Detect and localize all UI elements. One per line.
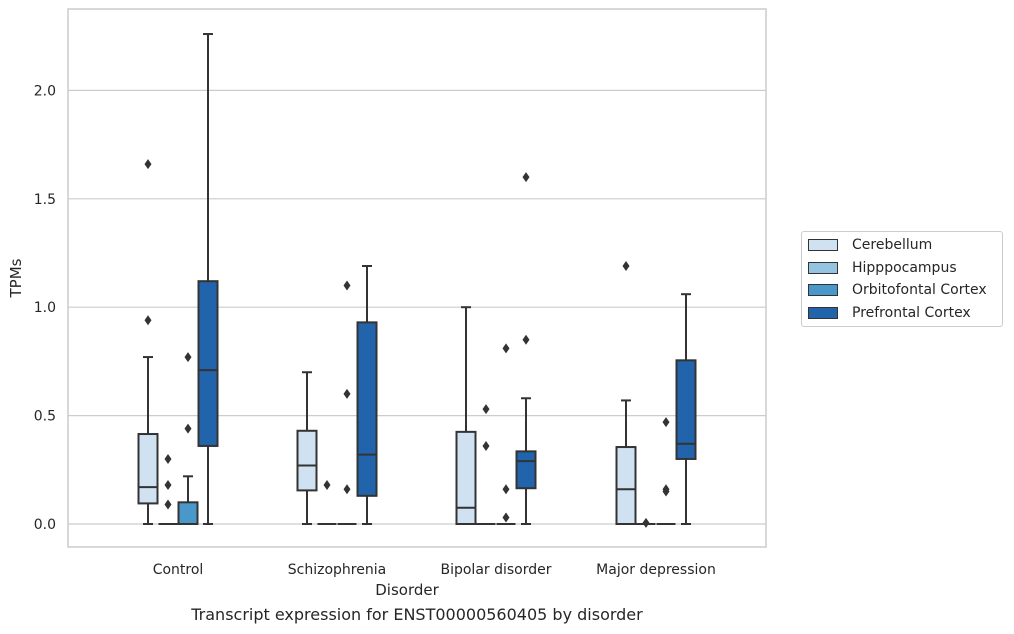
outlier-point	[622, 261, 630, 272]
legend-swatch-prefrontal	[808, 307, 838, 319]
box-series	[137, 33, 697, 528]
outlier-point	[482, 440, 490, 451]
box	[177, 501, 199, 526]
outlier-point	[144, 159, 152, 170]
outlier-point	[164, 499, 172, 510]
y-tick-label: 0.0	[34, 517, 56, 533]
outlier-point	[343, 388, 351, 399]
outlier-point	[323, 479, 331, 490]
y-tick-label: 1.5	[34, 192, 56, 208]
box-group	[296, 371, 318, 525]
y-axis-label: TPMs	[7, 258, 25, 298]
legend: Cerebellum Hipppocampus Orbitofontal Cor…	[801, 231, 1003, 327]
box-group	[137, 159, 159, 525]
x-tick-label: Bipolar disorder	[440, 562, 551, 578]
box	[515, 450, 537, 490]
legend-label-cerebellum: Cerebellum	[852, 237, 933, 253]
box-group	[455, 306, 477, 525]
x-axis-label: Disorder	[375, 581, 439, 599]
box-group	[337, 280, 357, 525]
x-tick-label: Control	[153, 562, 204, 578]
box-group	[515, 172, 537, 525]
y-axis-ticks: 0.0 0.5 1.0 1.5 2.0	[34, 83, 56, 533]
x-tick-label: Schizophrenia	[288, 562, 386, 578]
legend-swatch-hippocampus	[808, 262, 838, 274]
box-group	[317, 479, 337, 525]
outlier-point	[482, 404, 490, 415]
outlier-point	[184, 352, 192, 363]
box	[137, 433, 159, 505]
box	[615, 446, 637, 526]
outlier-point	[164, 453, 172, 464]
legend-item-hippocampus: Hipppocampus	[808, 258, 957, 278]
y-tick-label: 0.5	[34, 409, 56, 425]
outlier-point	[343, 484, 351, 495]
outlier-point	[343, 280, 351, 291]
box-group	[636, 517, 656, 528]
legend-label-prefrontal: Prefrontal Cortex	[852, 305, 971, 321]
box-group	[197, 33, 219, 525]
legend-swatch-cerebellum	[808, 239, 838, 251]
box-group	[675, 293, 697, 525]
outlier-point	[662, 417, 670, 428]
box-group	[496, 343, 516, 525]
outlier-point	[502, 512, 510, 523]
chart-caption: Transcript expression for ENST0000056040…	[191, 605, 643, 624]
box	[197, 280, 219, 447]
y-tick-label: 2.0	[34, 83, 56, 99]
legend-item-cerebellum: Cerebellum	[808, 235, 932, 255]
legend-label-hippocampus: Hipppocampus	[852, 260, 957, 276]
box	[296, 429, 318, 492]
outlier-point	[502, 484, 510, 495]
outlier-point	[522, 334, 530, 345]
box-group	[158, 453, 178, 525]
outlier-point	[144, 315, 152, 326]
legend-swatch-orbitofrontal	[808, 284, 838, 296]
outlier-point	[522, 172, 530, 183]
x-tick-label: Major depression	[596, 562, 716, 578]
box-group	[615, 261, 637, 526]
box-group	[476, 404, 496, 525]
plot-area-frame	[67, 8, 767, 548]
legend-item-orbitofrontal: Orbitofontal Cortex	[808, 280, 987, 300]
x-axis-ticks: Control Schizophrenia Bipolar disorder Majo…	[153, 562, 716, 578]
outlier-point	[502, 343, 510, 354]
legend-label-orbitofrontal: Orbitofontal Cortex	[852, 282, 987, 298]
box	[356, 321, 378, 497]
box-group	[656, 417, 676, 525]
box-group	[356, 265, 378, 525]
outlier-point	[164, 479, 172, 490]
legend-item-prefrontal: Prefrontal Cortex	[808, 303, 971, 323]
outlier-point	[642, 517, 650, 528]
outlier-point	[662, 484, 670, 495]
box-group	[177, 352, 199, 526]
y-tick-label: 1.0	[34, 300, 56, 316]
box	[675, 359, 697, 460]
box	[455, 430, 477, 525]
outlier-point	[184, 423, 192, 434]
